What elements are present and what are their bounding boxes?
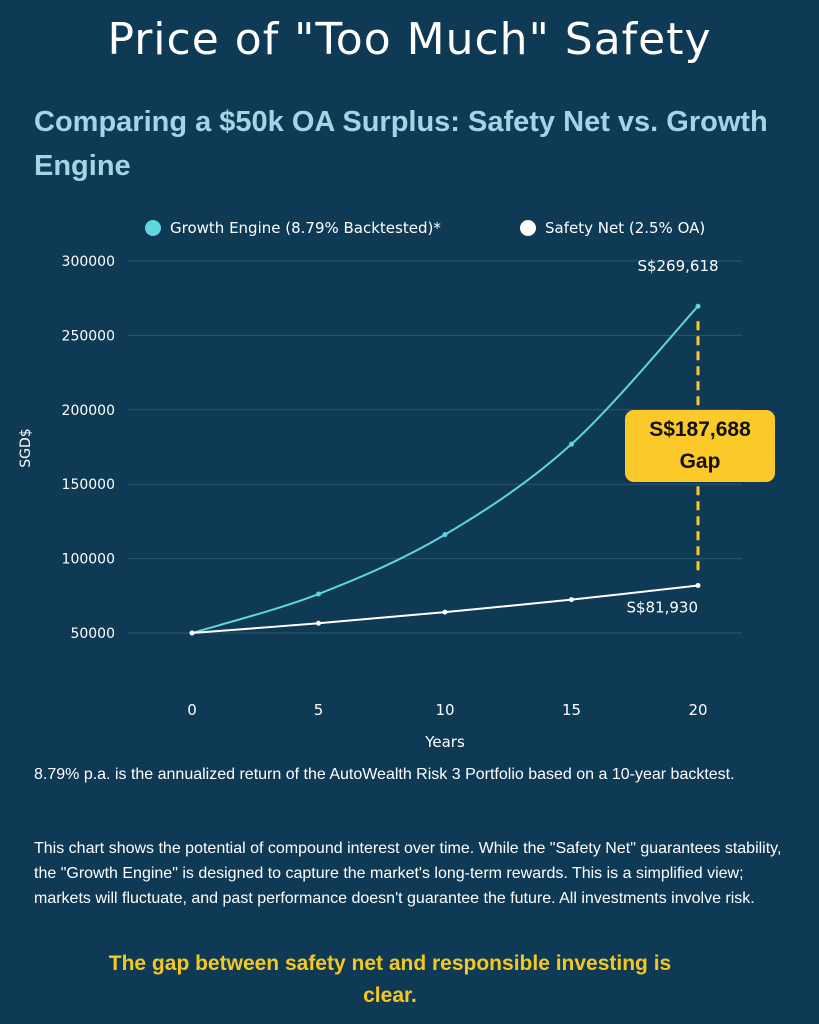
gap-label: Gap bbox=[679, 450, 721, 473]
x-tick-label: 15 bbox=[562, 701, 581, 719]
page-title: Price of "Too Much" Safety bbox=[107, 14, 712, 65]
safety-point bbox=[189, 630, 195, 636]
safety-net-line bbox=[191, 584, 699, 634]
safety-point bbox=[695, 582, 701, 588]
x-axis-label: Years bbox=[424, 733, 465, 751]
y-tick-label: 250000 bbox=[62, 328, 115, 344]
disclaimer-note: This chart shows the potential of compou… bbox=[34, 840, 782, 907]
safety-net-points bbox=[189, 582, 701, 636]
page-subtitle: Comparing a $50k OA Surplus: Safety Net … bbox=[34, 106, 768, 182]
y-tick-label: 200000 bbox=[62, 403, 115, 419]
x-axis-ticks: 0 5 10 15 20 bbox=[187, 701, 707, 719]
gap-annotation: S$187,688 Gap bbox=[625, 410, 775, 482]
y-tick-label: 150000 bbox=[62, 477, 115, 493]
conclusion-text: The gap between safety net and responsib… bbox=[108, 952, 672, 1007]
line-chart: Growth Engine (8.79% Backtested)* Safety… bbox=[18, 219, 742, 751]
x-tick-label: 5 bbox=[314, 701, 324, 719]
safety-point bbox=[569, 597, 574, 603]
legend-marker-safety bbox=[520, 220, 536, 236]
y-tick-label: 50000 bbox=[70, 626, 115, 642]
x-tick-label: 10 bbox=[435, 701, 454, 719]
safety-end-label: S$81,930 bbox=[626, 598, 698, 616]
growth-point bbox=[569, 441, 574, 447]
growth-end-label: S$269,618 bbox=[637, 257, 718, 275]
y-axis-label: SGD$ bbox=[18, 428, 34, 467]
growth-point bbox=[442, 532, 448, 538]
growth-engine-points bbox=[189, 303, 701, 636]
legend-label-safety: Safety Net (2.5% OA) bbox=[545, 219, 705, 237]
gap-value: S$187,688 bbox=[649, 418, 751, 441]
growth-point bbox=[316, 591, 321, 597]
y-axis-ticks: 50000 100000 150000 200000 250000 300000 bbox=[62, 254, 115, 642]
y-tick-label: 100000 bbox=[62, 552, 115, 568]
legend-label-growth: Growth Engine (8.79% Backtested)* bbox=[170, 219, 441, 237]
legend: Growth Engine (8.79% Backtested)* Safety… bbox=[145, 219, 705, 237]
legend-marker-growth bbox=[145, 220, 161, 236]
safety-point bbox=[316, 620, 321, 626]
x-tick-label: 20 bbox=[688, 701, 707, 719]
safety-point bbox=[442, 609, 448, 615]
growth-point bbox=[695, 303, 701, 309]
backtest-note: 8.79% p.a. is the annualized return of t… bbox=[34, 766, 735, 783]
x-tick-label: 0 bbox=[187, 701, 197, 719]
grid-lines bbox=[128, 260, 742, 634]
growth-engine-line bbox=[191, 305, 699, 634]
y-tick-label: 300000 bbox=[62, 254, 115, 270]
